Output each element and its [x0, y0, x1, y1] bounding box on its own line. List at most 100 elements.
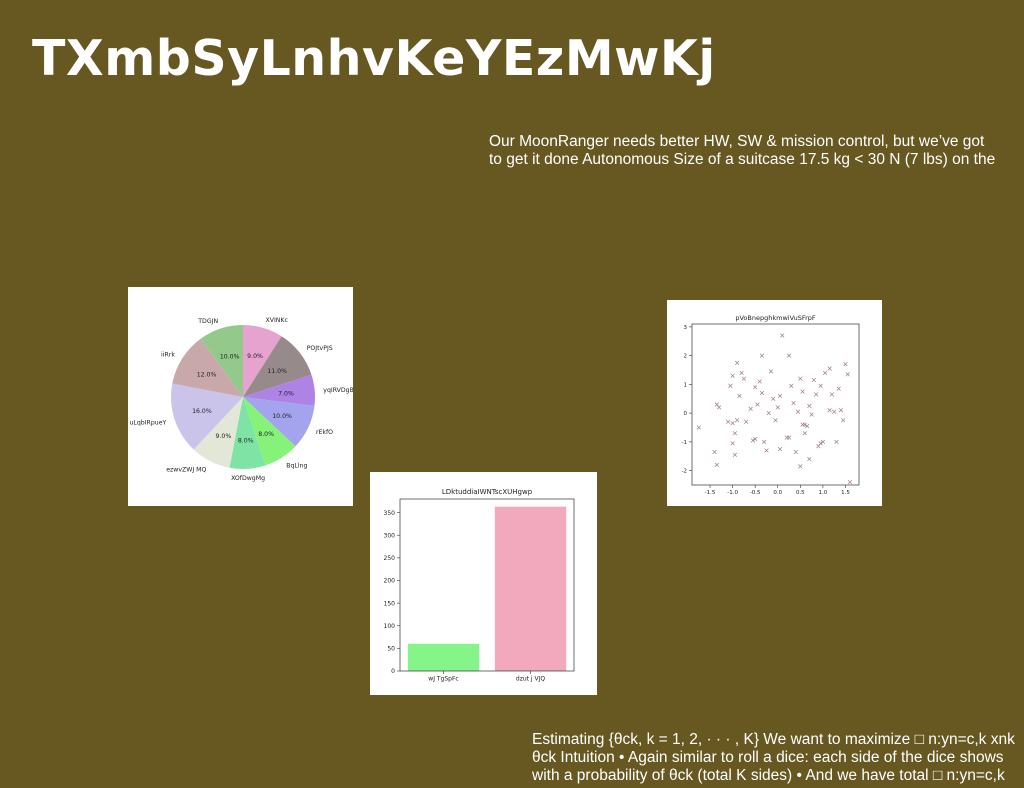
pie-slice: [243, 397, 315, 447]
scatter-point-stroke: [775, 405, 780, 410]
scatter-point-stroke: [827, 366, 832, 371]
scatter-point: [768, 369, 774, 374]
scatter-point: [809, 412, 814, 417]
x-tick-label: dzut j VJQ: [516, 676, 545, 683]
scatter-point-stroke: [773, 418, 778, 423]
pie-slice: [243, 374, 315, 407]
scatter-point-stroke: [730, 421, 735, 426]
scatter-point: [739, 370, 744, 376]
pie-pct-label: 10.0%: [272, 413, 292, 420]
scatter-point-stroke: [728, 383, 733, 388]
pie-slice: [243, 325, 282, 397]
y-tick-label: 3: [684, 325, 688, 331]
scatter-point: [793, 449, 798, 455]
scatter-point: [845, 372, 850, 377]
scatter-point-stroke: [759, 353, 765, 358]
scatter-point: [750, 438, 756, 443]
scatter-point-stroke: [757, 379, 762, 384]
y-tick-label: 250: [384, 555, 396, 562]
scatter-point-stroke: [834, 439, 839, 445]
scatter-point-stroke: [730, 373, 735, 378]
pie-pct-label: 8.0%: [238, 438, 254, 445]
x-tick-label: wJ TgSpFc: [428, 676, 458, 683]
scatter-point-stroke: [845, 372, 850, 377]
scatter-point-stroke: [832, 409, 837, 414]
pie-pct-label: 12.0%: [197, 371, 217, 378]
pie-slice: [243, 397, 296, 466]
scatter-point-stroke: [800, 389, 805, 394]
y-tick-label: 350: [384, 510, 396, 517]
scatter-point: [834, 439, 839, 445]
scatter-point: [730, 441, 735, 446]
scatter-point-stroke: [818, 383, 823, 388]
scatter-point-stroke: [823, 370, 828, 376]
top-text-line: to get it done Autonomous Size of a suit…: [489, 151, 996, 168]
scatter-point-stroke: [725, 419, 731, 424]
scatter-point: [829, 392, 835, 397]
scatter-point-stroke: [827, 408, 832, 413]
pie-slice-label: XVINKc: [265, 317, 288, 324]
pie-slice: [193, 397, 243, 468]
scatter-point: [818, 383, 823, 388]
y-tick-label: 150: [384, 600, 396, 607]
scatter-point: [734, 418, 740, 423]
plot-frame: [691, 323, 860, 486]
scatter-point: [753, 436, 758, 442]
scatter-point-stroke: [802, 431, 807, 436]
scatter-point-stroke: [730, 441, 735, 446]
scatter-point-stroke: [847, 479, 853, 485]
x-tick-label: -0.5: [750, 490, 761, 496]
x-tick-label: 0.5: [796, 490, 805, 496]
pie-pct-label: 9.0%: [216, 433, 232, 440]
y-tick-label: 0: [684, 411, 688, 417]
bar: [407, 643, 480, 671]
y-tick-label: -2: [682, 469, 687, 475]
scatter-point: [712, 449, 717, 455]
scatter-point-stroke: [771, 396, 776, 401]
scatter-point-stroke: [759, 390, 765, 396]
scatter-point-stroke: [741, 376, 747, 381]
scatter-point: [818, 441, 823, 446]
scatter-point: [827, 408, 832, 413]
scatter-point-stroke: [829, 392, 835, 397]
scatter-point-stroke: [804, 423, 810, 429]
y-tick-label: 100: [384, 623, 396, 630]
scatter-point-stroke: [780, 333, 785, 338]
scatter-point: [777, 393, 783, 399]
scatter-point: [807, 456, 812, 462]
pie-chart: 9.0% XVINKc 11.0% POJtvPJS 7.0% yqIRVDgB 10.0%…: [130, 317, 354, 482]
scatter-point-stroke: [841, 418, 846, 423]
chart-title: pVoBnepghkmwiVuSFrpF: [735, 314, 816, 322]
bar-chart-panel: LDktuddiaIWNTscXUHgwp 0 50 100 150 200 250 300 3…: [370, 472, 597, 695]
pie-slice-label: XOfDwgMg: [231, 475, 265, 482]
x-tick-label: -1.0: [727, 490, 738, 496]
top-text-block: Our MoonRanger needs better HW, SW & mis…: [489, 133, 995, 169]
scatter-point: [730, 421, 735, 426]
scatter-point-stroke: [813, 392, 819, 397]
x-tick-label: 0.0: [773, 490, 782, 496]
scatter-point: [786, 435, 792, 440]
scatter-point: [762, 439, 767, 445]
pie-slice: [172, 338, 243, 397]
scatter-point: [843, 362, 848, 367]
scatter-point: [753, 385, 758, 390]
scatter-point: [775, 405, 780, 410]
y-tick-label: 1: [684, 382, 688, 388]
scatter-point: [804, 423, 810, 429]
scatter-point: [744, 419, 749, 424]
slide-title: TXmbSyLnhvKeYEzMwKj: [32, 30, 716, 87]
pie-slice-label: POJtvPJS: [307, 345, 333, 352]
scatter-point: [807, 403, 812, 409]
x-tick-label: -1.5: [705, 490, 716, 496]
scatter-point: [841, 418, 846, 423]
scatter-point-stroke: [802, 422, 807, 427]
scatter-point: [759, 390, 765, 396]
pie-slice: [243, 336, 312, 397]
scatter-point-stroke: [807, 456, 812, 462]
scatter-point-stroke: [716, 405, 722, 410]
scatter-point-stroke: [791, 400, 796, 406]
scatter-point-stroke: [795, 409, 801, 414]
scatter-point: [766, 410, 771, 416]
scatter-point: [827, 366, 832, 371]
scatter-point-stroke: [777, 446, 783, 452]
